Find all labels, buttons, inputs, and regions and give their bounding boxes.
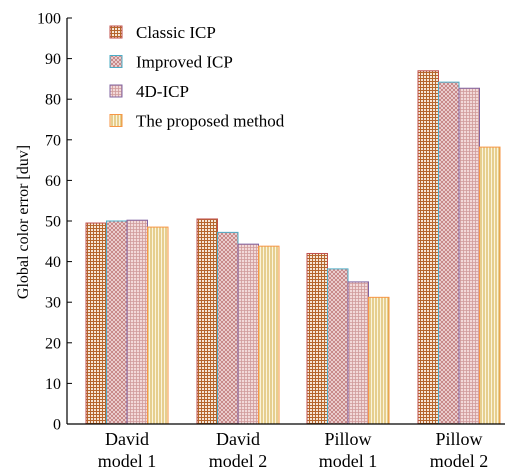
y-tick-label: 70: [45, 132, 61, 149]
y-tick-label: 100: [37, 11, 61, 28]
legend-label: Classic ICP: [136, 23, 216, 42]
x-category-label: Pillow model 2: [430, 429, 489, 471]
x-tick-labels: David model 1 David model 2 Pillow model 1 Pil…: [98, 429, 489, 471]
y-tick-label: 0: [53, 417, 61, 434]
y-tick-label: 60: [45, 173, 61, 190]
bar-the-proposed-method-3: [368, 296, 390, 425]
bar-4d-icp-4: [458, 87, 480, 425]
legend-label: The proposed method: [136, 112, 285, 131]
bar-the-proposed-method-4: [479, 146, 501, 425]
y-tick-label: 50: [45, 214, 61, 231]
bar-classic-icp-4: [417, 70, 439, 425]
bar-classic-icp-1: [85, 222, 107, 425]
legend-swatch: [109, 25, 123, 39]
legend: Classic ICP Improved ICP 4D-ICP The propose…: [109, 23, 285, 131]
legend-label: Improved ICP: [136, 53, 233, 72]
legend-swatch: [109, 114, 123, 127]
x-category-label: David model 1: [98, 429, 157, 471]
x-category-label: Pillow model 1: [319, 429, 378, 471]
bar-improved-icp-2: [217, 231, 239, 425]
bar-improved-icp-1: [106, 220, 128, 425]
bar-classic-icp-2: [196, 218, 218, 425]
bar-the-proposed-method-1: [147, 226, 169, 425]
y-tick-label: 10: [45, 376, 61, 393]
legend-label: 4D-ICP: [136, 82, 189, 101]
legend-swatch: [109, 84, 123, 98]
legend-swatch: [109, 55, 123, 68]
y-tick-label: 40: [45, 254, 61, 271]
y-axis-title: Global color error [duv]: [15, 145, 32, 299]
y-tick-label: 90: [45, 51, 61, 68]
bar-4d-icp-1: [126, 219, 148, 425]
y-tick-label: 80: [45, 92, 61, 109]
bar-4d-icp-2: [237, 243, 259, 425]
x-category-label: David model 2: [209, 429, 268, 471]
bar-improved-icp-3: [327, 268, 349, 425]
bar-improved-icp-4: [438, 81, 460, 425]
bar-classic-icp-3: [306, 252, 328, 425]
y-tick-label: 20: [45, 335, 61, 352]
bar-4d-icp-3: [347, 281, 369, 425]
y-ticks: 0 10 20 30 40 50 60 70 80 90 100: [37, 11, 72, 434]
bar-the-proposed-method-2: [258, 245, 280, 425]
y-tick-label: 30: [45, 295, 61, 312]
